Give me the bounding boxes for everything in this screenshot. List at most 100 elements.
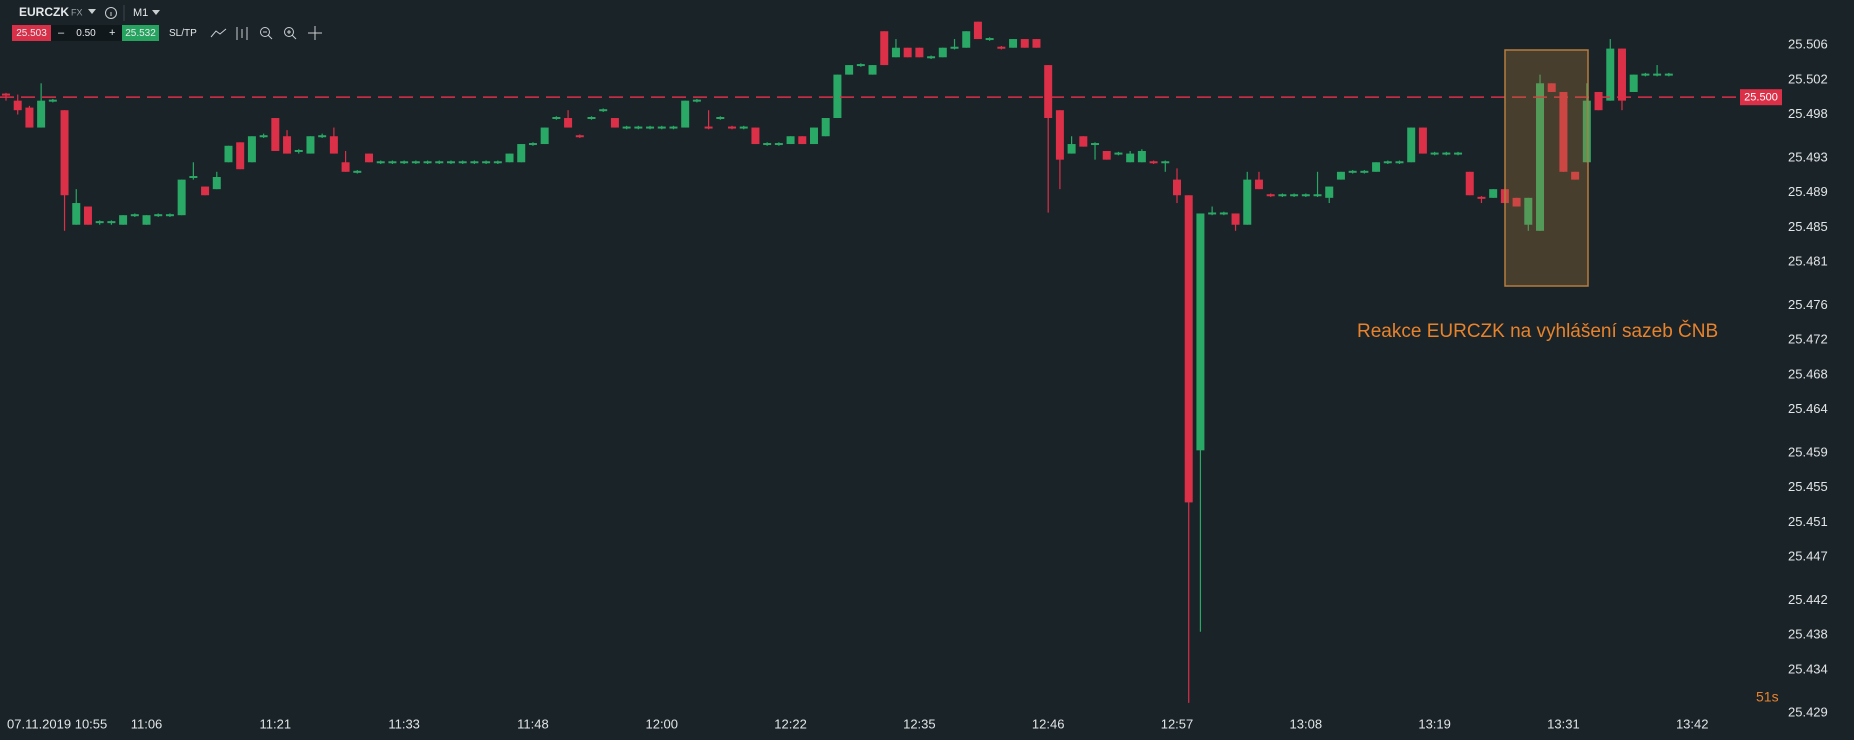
candle-body bbox=[1114, 152, 1123, 155]
candle-body bbox=[1582, 100, 1591, 163]
highlight-box bbox=[1504, 49, 1589, 287]
candle-body bbox=[1278, 194, 1287, 197]
candle-body bbox=[1617, 48, 1626, 101]
candle-body bbox=[423, 161, 432, 164]
y-tick-label: 25.438 bbox=[1788, 627, 1828, 642]
volume[interactable]: 0.50 bbox=[76, 28, 96, 39]
candle-body bbox=[165, 214, 174, 217]
candle-body bbox=[1219, 212, 1228, 215]
candle-body bbox=[1606, 48, 1615, 101]
zoom-in-glyph bbox=[287, 30, 297, 40]
candle-body bbox=[1524, 197, 1533, 225]
candle-body bbox=[833, 74, 842, 119]
candle-body bbox=[119, 215, 128, 225]
zoom-in-icon[interactable] bbox=[284, 27, 294, 37]
y-tick-label: 25.502 bbox=[1788, 71, 1828, 86]
countdown: 51s bbox=[1756, 689, 1779, 705]
line-tool-icon[interactable] bbox=[210, 28, 227, 38]
dropdown-arrow[interactable] bbox=[152, 10, 160, 15]
y-tick-label: 25.455 bbox=[1788, 479, 1828, 494]
candle-body bbox=[259, 135, 268, 138]
candle-body bbox=[482, 161, 491, 164]
indicator-icon[interactable] bbox=[236, 27, 248, 40]
candle-body bbox=[107, 221, 116, 224]
y-tick-label: 25.481 bbox=[1788, 253, 1828, 268]
symbol[interactable]: EURCZK bbox=[19, 5, 69, 19]
y-tick-label: 25.468 bbox=[1788, 366, 1828, 381]
candle-body bbox=[528, 143, 537, 146]
candle-body bbox=[83, 206, 92, 225]
annotation: Reakce EURCZK na vyhlášení sazeb ČNB bbox=[1357, 320, 1718, 342]
candle-body bbox=[1137, 150, 1146, 163]
candle-body bbox=[1594, 91, 1603, 111]
candle-body bbox=[1091, 143, 1100, 146]
candle-body bbox=[1653, 73, 1662, 76]
candle-body bbox=[681, 100, 690, 128]
candle-body bbox=[48, 99, 57, 102]
candle-body bbox=[1290, 194, 1299, 197]
y-tick-label: 25.489 bbox=[1788, 184, 1828, 199]
candle-body bbox=[1547, 83, 1556, 92]
dropdown-arrow[interactable] bbox=[88, 9, 96, 14]
candle-body bbox=[306, 136, 315, 154]
candle-body bbox=[1243, 179, 1252, 225]
candle-body bbox=[880, 31, 889, 66]
crosshair-icon[interactable] bbox=[308, 26, 322, 40]
timeframe[interactable]: M1 bbox=[133, 7, 148, 19]
candle-body bbox=[704, 126, 713, 129]
x-tick-label: 11:06 bbox=[131, 716, 163, 731]
info-icon[interactable] bbox=[105, 7, 117, 19]
candle-body bbox=[903, 47, 912, 58]
candle-body bbox=[868, 65, 877, 75]
buy-price[interactable]: 25.532 bbox=[125, 28, 156, 39]
candle-body bbox=[1629, 74, 1638, 92]
volume-minus[interactable]: – bbox=[58, 27, 65, 39]
sell-price[interactable]: 25.503 bbox=[16, 28, 47, 39]
candle-body bbox=[763, 143, 772, 146]
candle-body bbox=[470, 161, 479, 164]
y-tick-label: 25.493 bbox=[1788, 149, 1828, 164]
candle-body bbox=[271, 118, 280, 151]
candle-body bbox=[189, 176, 198, 179]
candle-body bbox=[1067, 144, 1076, 154]
candle-body bbox=[856, 64, 865, 67]
candle-body bbox=[1477, 196, 1486, 199]
candle-body bbox=[1208, 212, 1217, 215]
x-tick-label: 12:57 bbox=[1161, 716, 1194, 731]
market: FX bbox=[71, 7, 83, 17]
zoom-out-icon[interactable] bbox=[260, 27, 270, 37]
buy-button[interactable] bbox=[122, 25, 159, 41]
sell-button[interactable] bbox=[12, 25, 51, 41]
x-tick-label: 13:08 bbox=[1290, 716, 1323, 731]
candle-body bbox=[1313, 194, 1322, 197]
candle-body bbox=[388, 161, 397, 164]
y-tick-label: 25.442 bbox=[1788, 592, 1828, 607]
plot-area: 25.506 25.502 25.498 25.493 25.489 25.485 25.4… bbox=[0, 21, 1828, 731]
candle-body bbox=[751, 127, 760, 145]
x-tick-label: 12:46 bbox=[1032, 716, 1065, 731]
sltp[interactable]: SL/TP bbox=[169, 28, 197, 39]
candle-body bbox=[1336, 171, 1345, 180]
candle-body bbox=[72, 203, 81, 225]
volume-plus[interactable]: + bbox=[109, 27, 115, 39]
candle-body bbox=[1395, 161, 1404, 164]
candle-body bbox=[37, 100, 46, 128]
candle-body bbox=[1407, 127, 1416, 163]
candle-body bbox=[247, 136, 256, 163]
candle-body bbox=[1454, 152, 1463, 155]
candle-body bbox=[973, 21, 982, 40]
candle-body bbox=[1559, 91, 1568, 172]
candle-body bbox=[1360, 170, 1369, 173]
candle-body bbox=[505, 153, 514, 163]
x-tick-label: 11:21 bbox=[260, 716, 292, 731]
candle-body bbox=[1055, 110, 1064, 160]
candle-body bbox=[329, 136, 338, 154]
candle-body bbox=[891, 47, 900, 58]
candle-body bbox=[1173, 179, 1181, 196]
candle-body bbox=[201, 186, 210, 196]
candle-body bbox=[212, 177, 221, 190]
candle-body bbox=[435, 161, 444, 164]
x-tick-label: 12:22 bbox=[774, 716, 807, 731]
candle-body bbox=[1009, 39, 1018, 48]
